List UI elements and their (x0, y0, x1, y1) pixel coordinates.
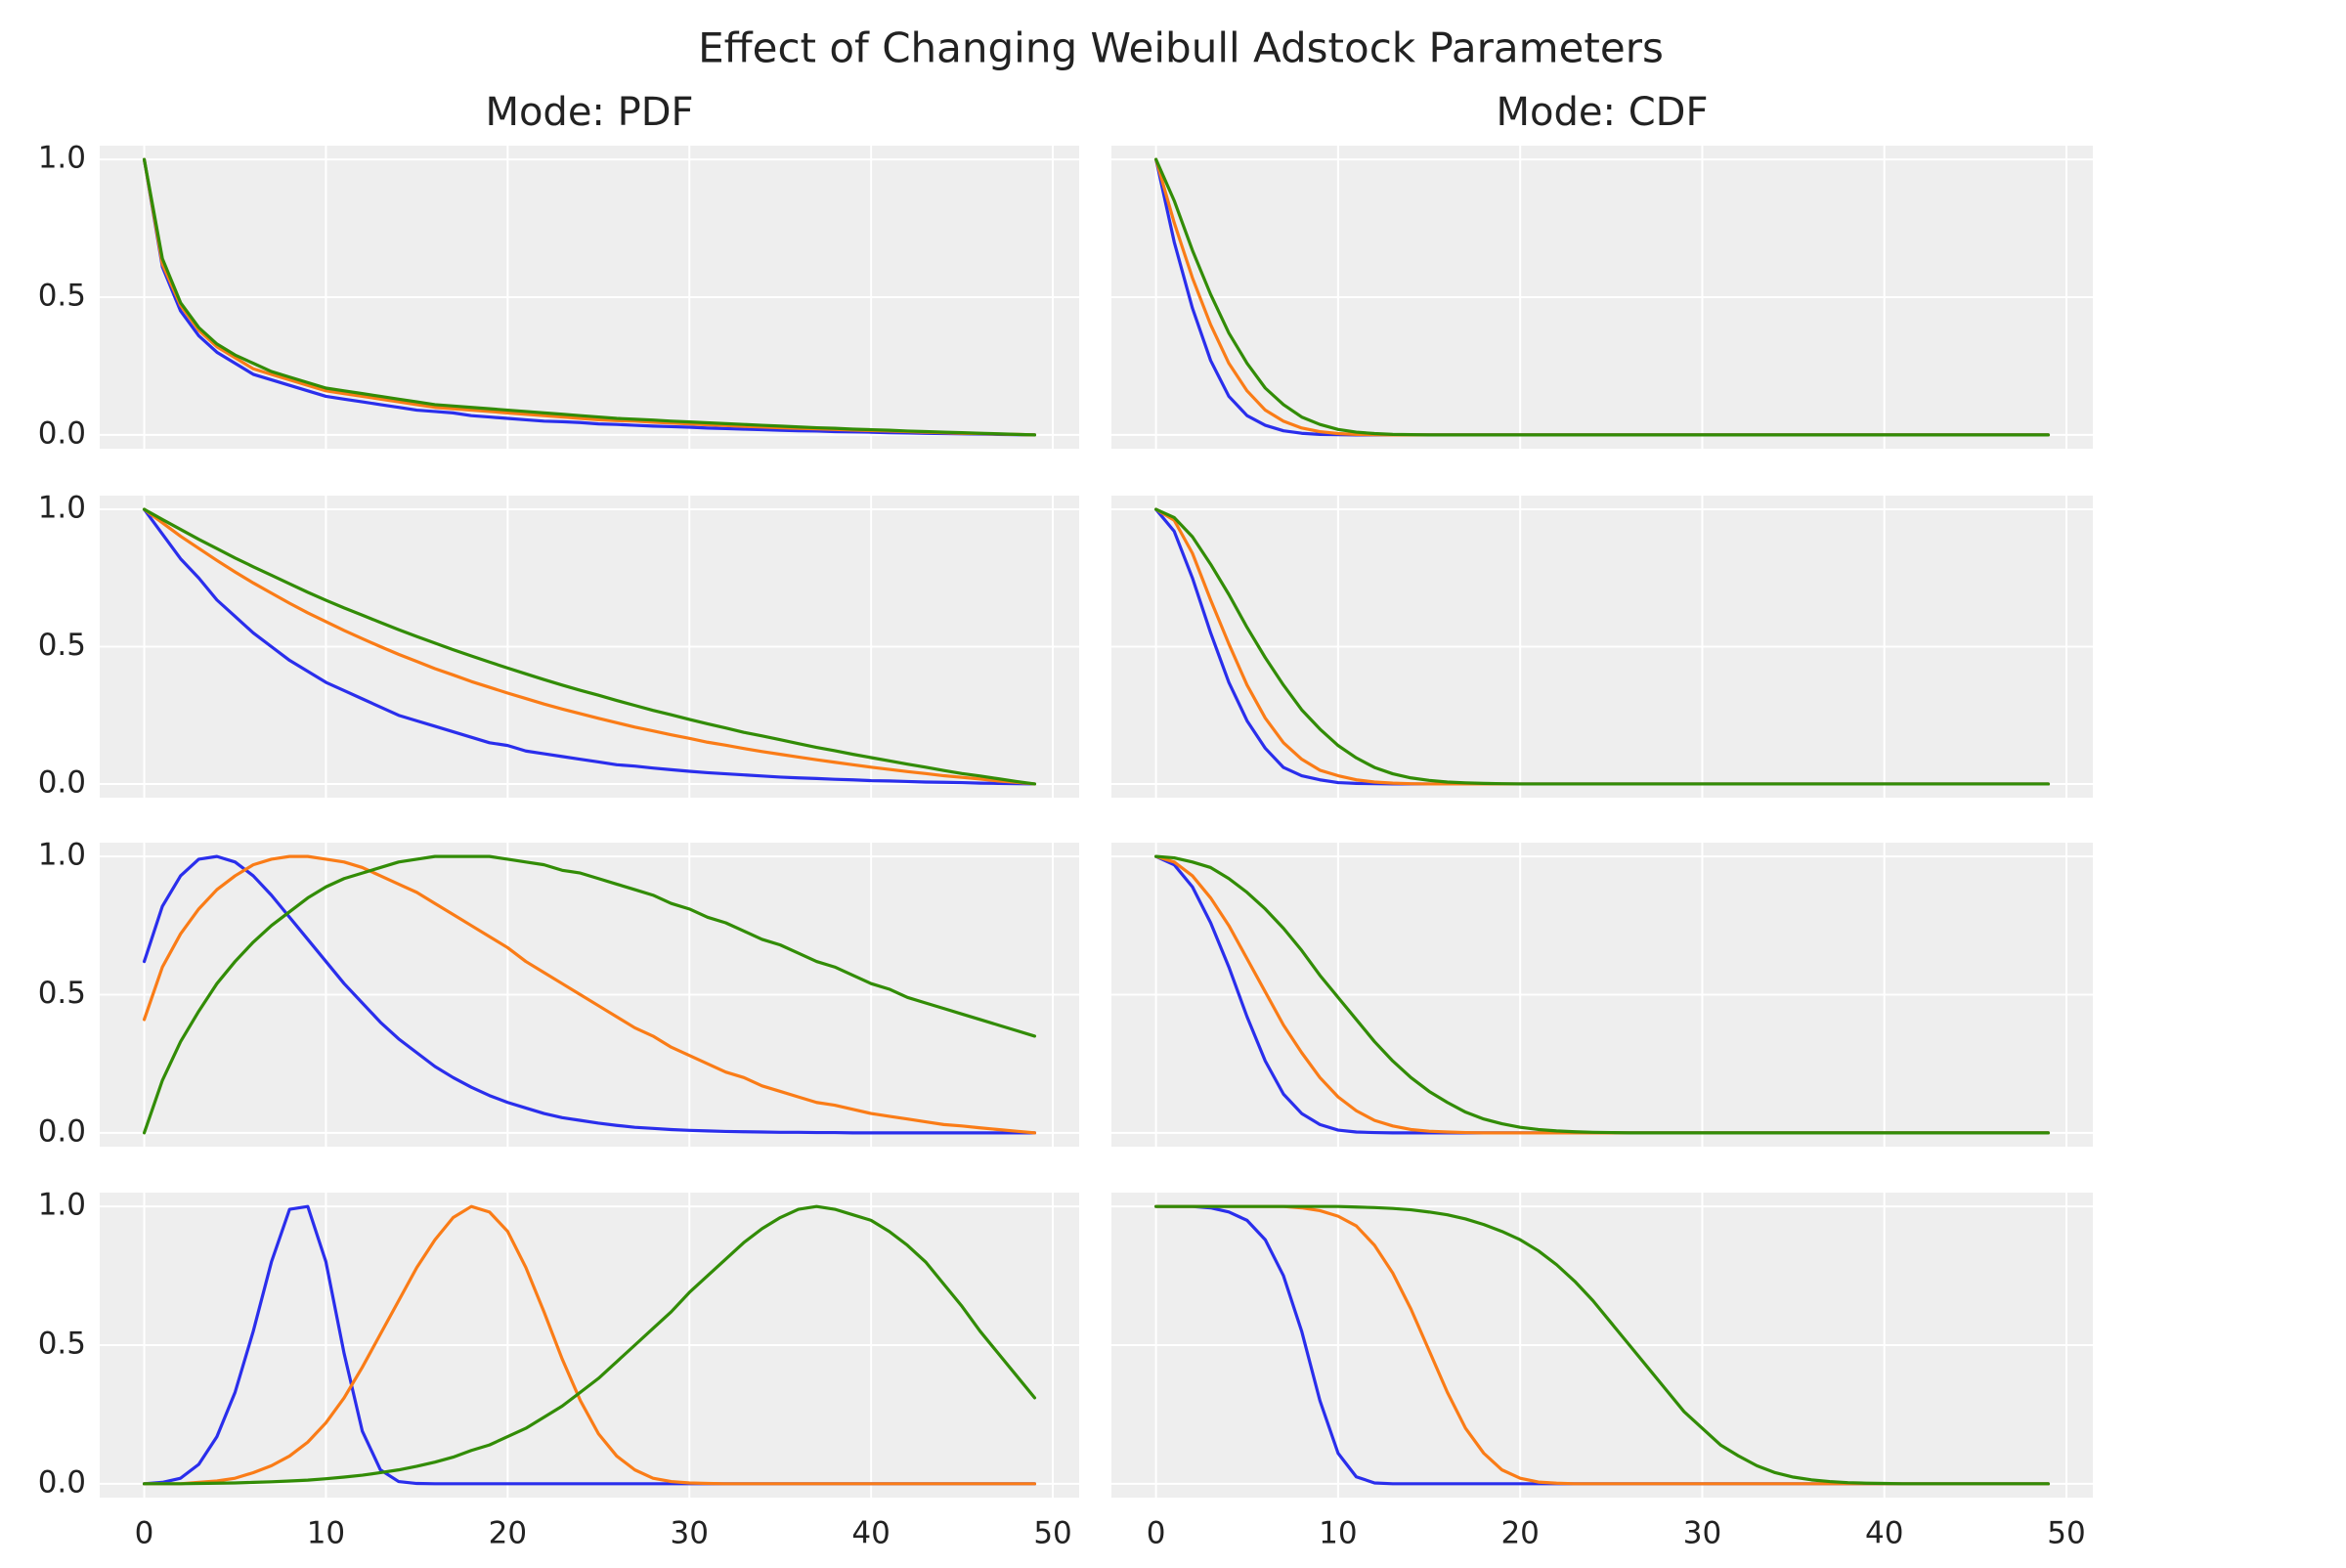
subplot-title: Mode: PDF (485, 90, 693, 135)
x-tick-label: 20 (489, 1516, 527, 1551)
subplot: 0 10 20 30 40 50 (1111, 1193, 2093, 1551)
subplot: 0.0 0.5 1.0 (38, 491, 1079, 800)
y-tick-label: 0.5 (38, 976, 86, 1011)
series-line (142, 1204, 1037, 1486)
y-tick-label: 0.5 (38, 628, 86, 663)
x-tick-label: 20 (1500, 1516, 1539, 1551)
series-line (142, 507, 1037, 786)
series-line (142, 157, 1037, 437)
subplot (1111, 496, 2093, 798)
subplot: 0.0 0.5 1.0 Mode: PDF (38, 90, 1079, 451)
subplot: 0.0 0.5 1.0 (38, 838, 1079, 1149)
y-tick-label: 1.0 (38, 838, 86, 873)
x-tick-label: 10 (1319, 1516, 1357, 1551)
y-tick-label: 0.0 (38, 415, 86, 451)
x-tick-label: 30 (1683, 1516, 1721, 1551)
subplot-title: Mode: CDF (1497, 90, 1709, 135)
series-line (1154, 157, 2050, 437)
series-line (142, 157, 1037, 437)
x-tick-label: 0 (135, 1516, 154, 1551)
y-tick-label: 1.0 (38, 491, 86, 526)
x-tick-label: 30 (671, 1516, 709, 1551)
series-line (142, 854, 1037, 1135)
series-line (142, 854, 1037, 1135)
x-tick-label: 50 (1033, 1516, 1071, 1551)
x-tick-label: 50 (2047, 1516, 2085, 1551)
series-line (1154, 854, 2050, 1135)
y-tick-label: 1.0 (38, 1188, 86, 1223)
series-line (142, 854, 1037, 1135)
series-line (142, 507, 1037, 786)
series-line (142, 1204, 1037, 1486)
x-tick-label: 40 (1865, 1516, 1903, 1551)
y-tick-label: 1.0 (38, 141, 86, 176)
figure-title: Effect of Changing Weibull Adstock Param… (698, 24, 1664, 72)
subplot: 0 10 20 30 40 50 0.0 0.5 1.0 (38, 1188, 1079, 1551)
series-line (1154, 1204, 2050, 1486)
y-tick-label: 0.0 (38, 1464, 86, 1500)
subplot (1111, 843, 2093, 1147)
series-line (142, 507, 1037, 786)
x-tick-label: 40 (851, 1516, 890, 1551)
y-tick-label: 0.5 (38, 1327, 86, 1362)
x-tick-label: 10 (307, 1516, 345, 1551)
y-tick-label: 0.0 (38, 764, 86, 800)
y-tick-label: 0.5 (38, 279, 86, 314)
subplot: Mode: CDF (1111, 90, 2093, 449)
x-tick-label: 0 (1147, 1516, 1166, 1551)
y-tick-label: 0.0 (38, 1113, 86, 1149)
series-line (1154, 507, 2050, 786)
